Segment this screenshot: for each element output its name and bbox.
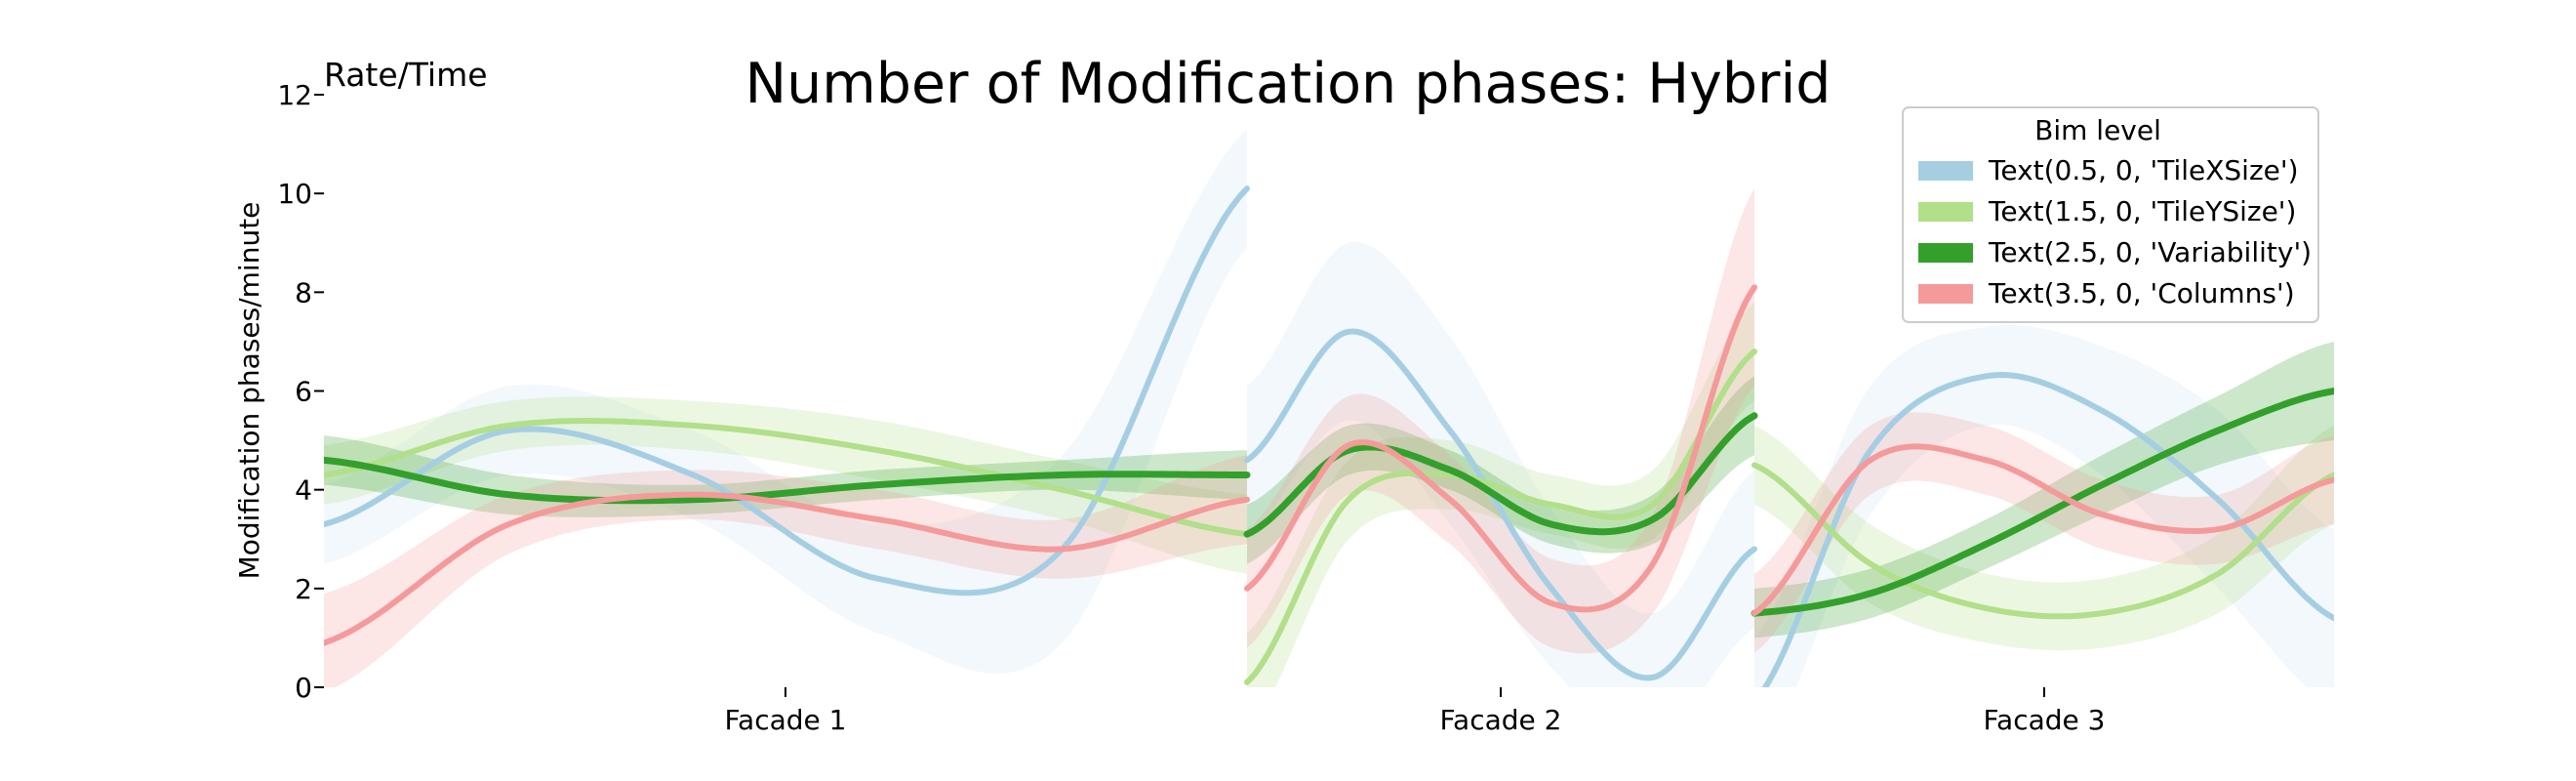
line-series-4-facade-1 xyxy=(324,491,1250,646)
series-lines xyxy=(324,185,2334,687)
band-series-4-facade-3 xyxy=(1754,412,2334,653)
legend: Bim level Text(0.5, 0, 'TileXSize')Text(… xyxy=(1902,106,2319,323)
band-series-1-facade-1 xyxy=(324,129,1247,674)
band-series-4-facade-1 xyxy=(324,455,1247,687)
y-tick-label-8: 8 xyxy=(295,276,312,308)
chart-title: Number of Modification phases: Hybrid xyxy=(745,52,1831,116)
line-series-4-facade-3 xyxy=(1751,443,2334,617)
y-tick-label-0: 0 xyxy=(295,672,312,704)
y-axis: 0 2 4 6 8 10 12 xyxy=(277,79,324,704)
line-series-2-facade-1 xyxy=(324,417,1250,538)
legend-label-1: Text(0.5, 0, 'TileXSize') xyxy=(1988,154,2299,186)
line-series-3-facade-1 xyxy=(324,456,1251,505)
line-series-2-facade-2 xyxy=(1244,349,1757,685)
band-series-1-facade-2 xyxy=(1247,242,1754,687)
x-tick-label-3: Facade 3 xyxy=(1984,704,2106,736)
x-axis: Facade 1 Facade 2 Facade 3 xyxy=(725,687,2106,736)
band-series-2-facade-3 xyxy=(1754,425,2334,651)
y-tick-label-2: 2 xyxy=(295,573,312,605)
line-series-1-facade-3 xyxy=(1761,371,2334,687)
line-series-1-facade-2 xyxy=(1244,328,1757,681)
legend-frame xyxy=(1902,106,2319,323)
legend-items: Text(0.5, 0, 'TileXSize') Text(1.5, 0, 'T… xyxy=(1918,154,2312,309)
line-series-1-facade-1 xyxy=(324,185,1250,596)
y-tick-label-12: 12 xyxy=(277,79,312,111)
legend-label-3: Text(2.5, 0, 'Variability') xyxy=(1988,236,2312,268)
legend-swatch-2 xyxy=(1918,202,1973,222)
legend-label-2: Text(1.5, 0, 'TileYSize') xyxy=(1988,195,2296,227)
corner-label: Rate/Time xyxy=(324,56,488,94)
y-tick-label-10: 10 xyxy=(277,178,312,210)
legend-swatch-1 xyxy=(1918,161,1973,181)
x-tick-label-1: Facade 1 xyxy=(725,704,847,736)
x-tick-label-2: Facade 2 xyxy=(1440,704,1562,736)
legend-swatch-3 xyxy=(1918,243,1973,263)
legend-title: Bim level xyxy=(2034,114,2161,146)
y-tick-label-4: 4 xyxy=(295,474,312,507)
legend-label-4: Text(3.5, 0, 'Columns') xyxy=(1988,277,2295,309)
line-series-2-facade-3 xyxy=(1751,462,2334,620)
legend-swatch-4 xyxy=(1918,284,1973,304)
band-series-2-facade-1 xyxy=(324,396,1247,574)
y-axis-label: Modification phases/minute xyxy=(233,202,265,580)
y-tick-label-6: 6 xyxy=(295,376,312,408)
line-series-3-facade-3 xyxy=(1751,388,2334,617)
line-series-4-facade-2 xyxy=(1244,284,1757,613)
